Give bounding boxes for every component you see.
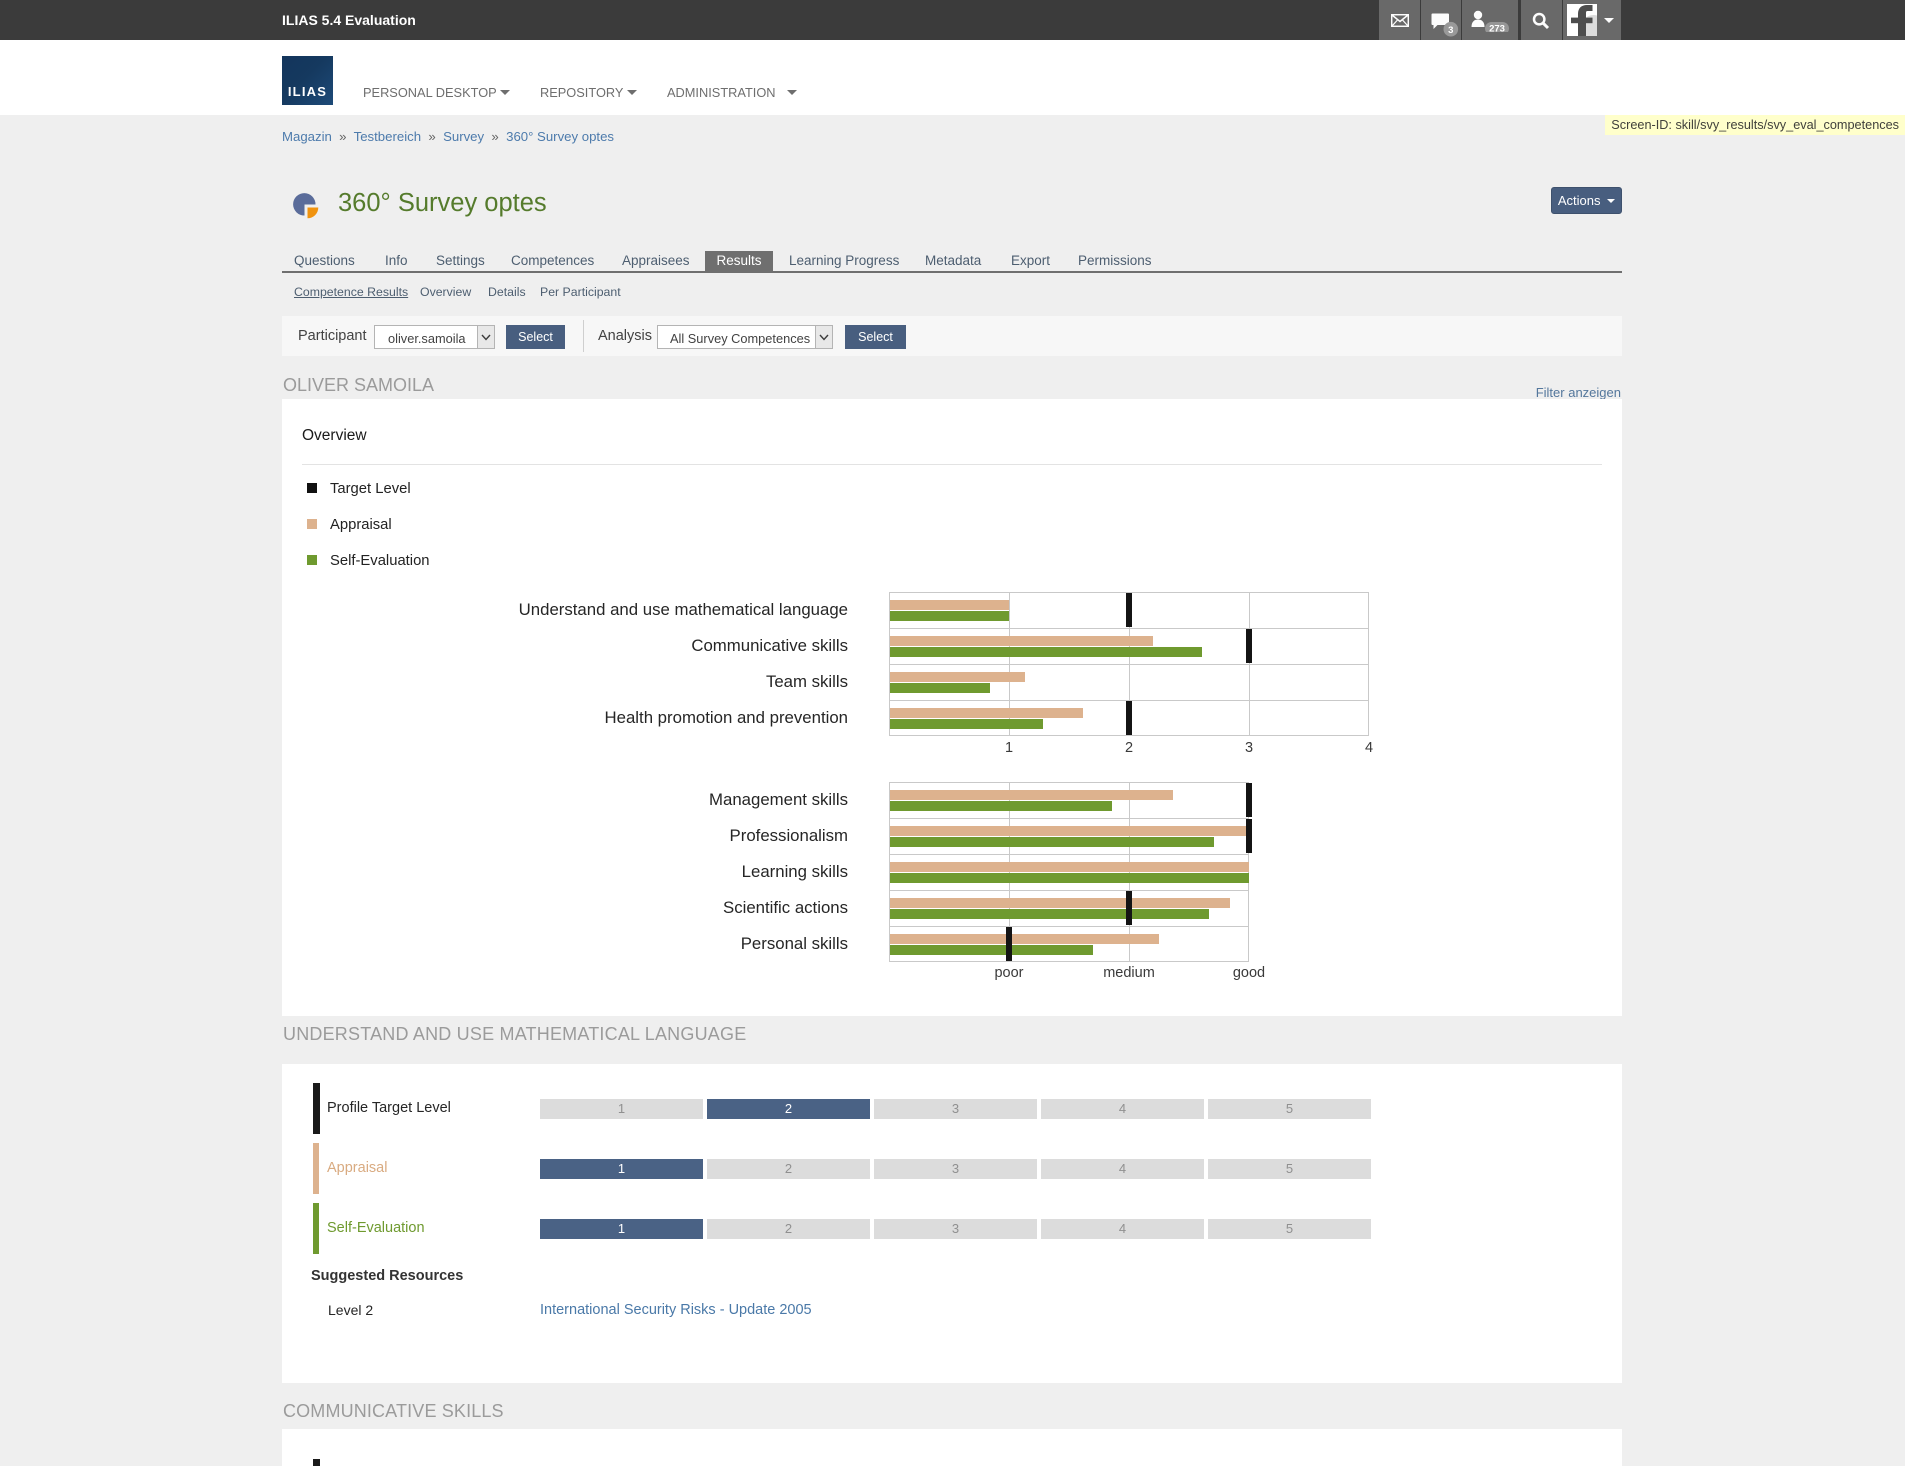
svg-text:273: 273 (1489, 24, 1505, 33)
svg-text:3: 3 (1448, 25, 1453, 36)
